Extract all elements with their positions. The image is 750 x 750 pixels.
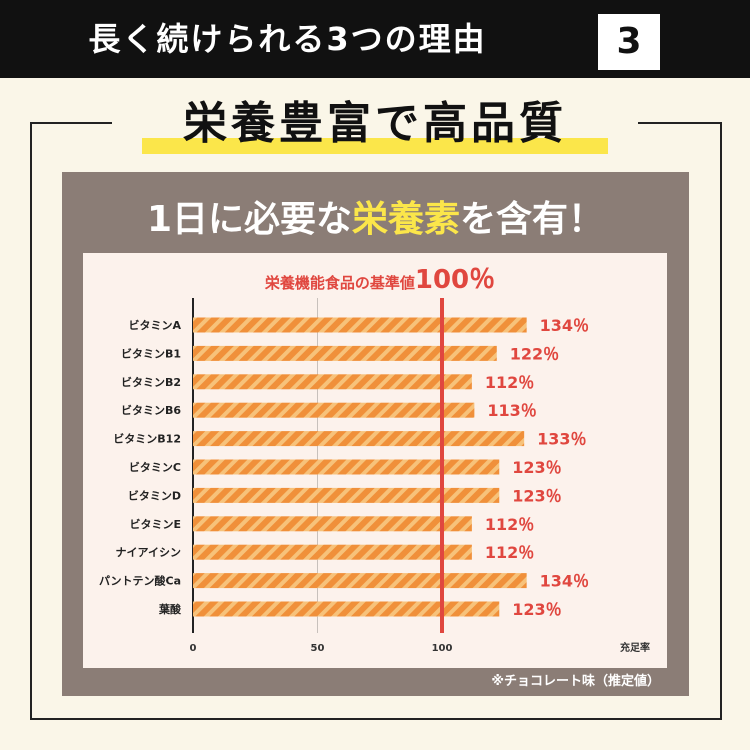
x-tick-label: 100	[432, 643, 453, 654]
bar-value-label: 134％	[540, 316, 589, 335]
bar	[193, 402, 475, 418]
nutrition-heading-suffix: を含有！	[460, 199, 605, 240]
bar-value-label: 133％	[537, 430, 586, 449]
category-label: ビタミンB2	[121, 375, 181, 389]
x-tick-label: 50	[311, 643, 325, 654]
category-label: パントテン酸Ca	[99, 574, 181, 588]
bar	[193, 573, 527, 589]
bar	[193, 317, 527, 333]
bar	[193, 345, 497, 361]
bar	[193, 544, 472, 560]
bar	[193, 431, 525, 447]
frame-top-right-line	[638, 122, 720, 124]
bar-value-label: 123％	[512, 600, 561, 619]
bar	[193, 374, 472, 390]
nutrition-heading-prefix: 1日に必要な	[146, 199, 353, 240]
nutrition-heading-highlight: 栄養素	[352, 199, 461, 240]
reference-label-text: 栄養機能食品の基準値	[264, 274, 415, 292]
content-frame	[30, 122, 722, 720]
category-label: 葉酸	[158, 602, 182, 616]
bar-value-label: 123％	[512, 458, 561, 477]
category-label: ビタミンB6	[121, 403, 181, 417]
bar	[193, 459, 500, 475]
x-tick-label: 0	[190, 643, 197, 654]
heading-highlight	[142, 138, 608, 154]
category-label: ビタミンD	[128, 488, 181, 502]
nutrition-heading: 1日に必要な栄養素を含有！	[62, 188, 689, 252]
reference-label-value: 100％	[414, 265, 496, 295]
reason-number-badge: 3	[598, 14, 660, 70]
category-label: ビタミンC	[129, 460, 181, 474]
bar-value-label: 123％	[512, 486, 561, 505]
bar-value-label: 113％	[487, 401, 536, 420]
section-title: 栄養豊富で高品質	[183, 98, 567, 149]
header-title: 長く続けられる3つの理由	[88, 20, 487, 58]
bar	[193, 601, 500, 617]
footnote: ※チョコレート味（推定値）	[491, 674, 660, 689]
category-label: ビタミンE	[129, 517, 181, 531]
frame-top-left-line	[30, 122, 112, 124]
category-label: ビタミンB12	[113, 432, 181, 446]
bar-value-label: 112％	[485, 515, 534, 534]
bar-value-label: 134％	[540, 572, 589, 591]
category-label: ビタミンB1	[121, 346, 181, 360]
category-label: ナイアイシン	[116, 546, 181, 559]
bar	[193, 516, 472, 532]
bar-value-label: 112％	[485, 543, 534, 562]
reference-label: 栄養機能食品の基準値100％	[180, 262, 580, 298]
bar-value-label: 112％	[485, 373, 534, 392]
bar	[193, 487, 500, 503]
x-axis-label: 充足率	[620, 641, 650, 654]
category-label: ビタミンA	[128, 318, 181, 332]
bar-value-label: 122％	[510, 344, 559, 363]
